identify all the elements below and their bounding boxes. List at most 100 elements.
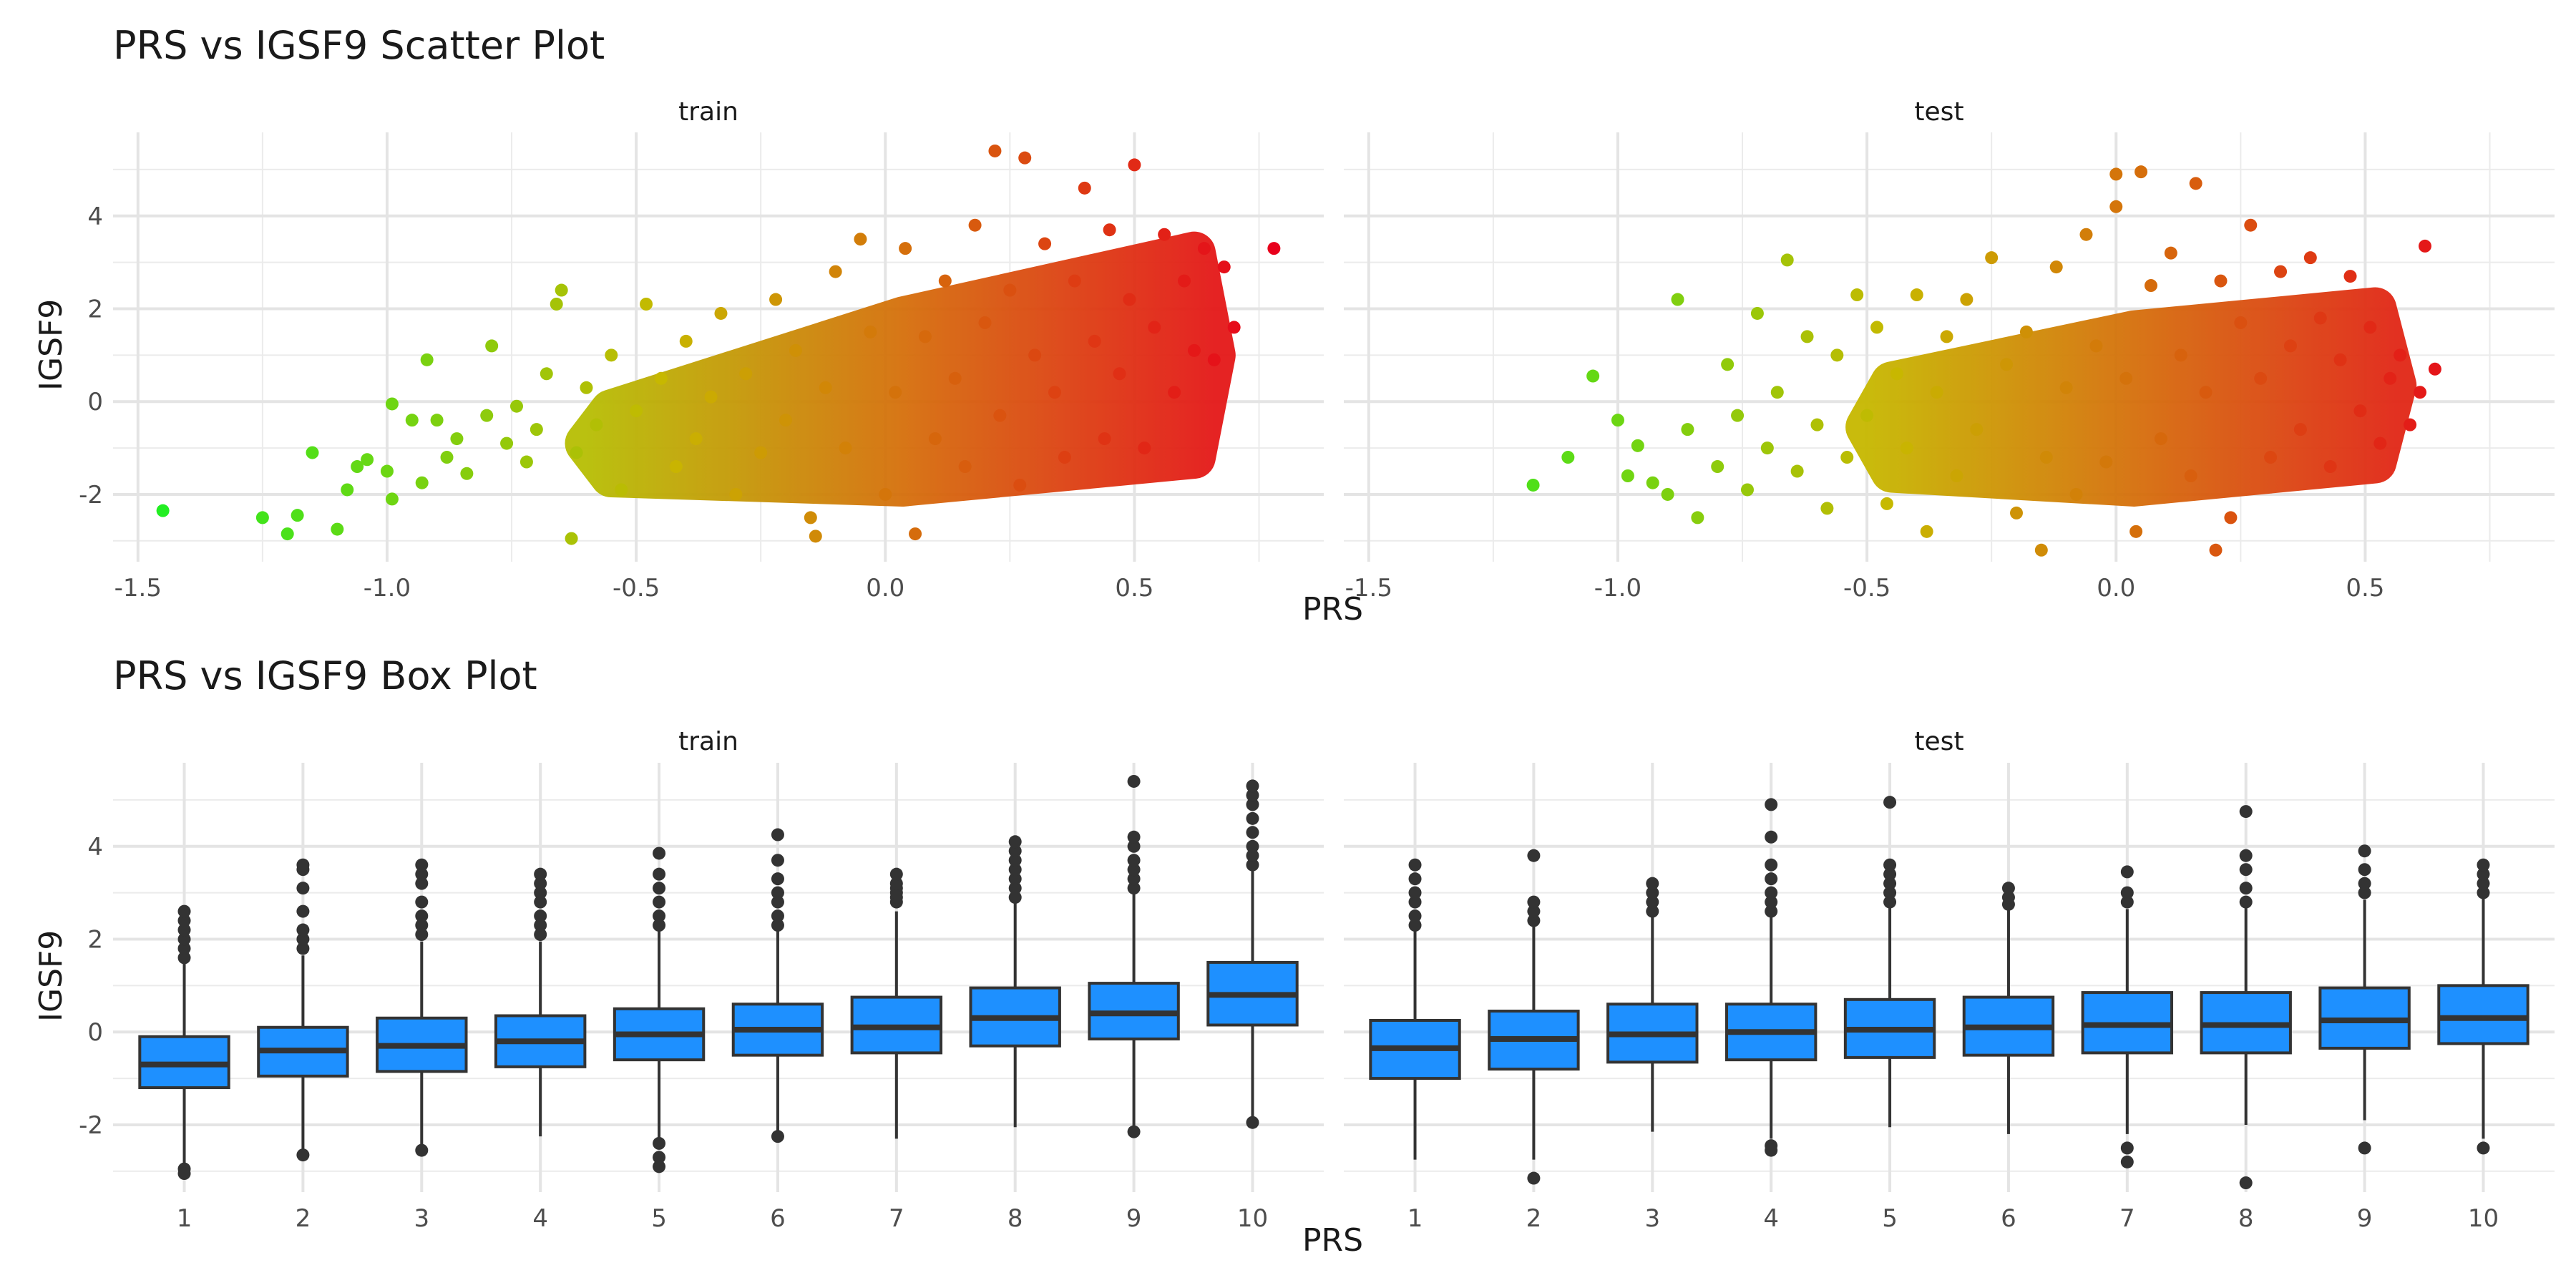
scatter-point	[1770, 386, 1784, 399]
scatter-point	[1586, 369, 1600, 383]
boxplot-x-tick-label: 8	[1008, 1204, 1023, 1233]
boxplot-outlier	[177, 932, 191, 946]
scatter-x-tick-label: 0.0	[2097, 574, 2135, 602]
scatter-point	[510, 399, 523, 413]
scatter-point	[2333, 353, 2347, 366]
boxplot-outlier	[1646, 877, 1659, 890]
scatter-point	[630, 404, 643, 418]
boxplot-outlier	[1246, 798, 1259, 811]
boxplot-y-tick-label: 4	[87, 833, 103, 862]
boxplot-outlier	[177, 904, 191, 918]
boxplot-outlier	[1246, 1116, 1259, 1129]
boxplot-x-tick-label: 5	[1882, 1204, 1898, 1233]
scatter-point	[1103, 223, 1116, 237]
boxplot-outlier	[415, 877, 429, 890]
scatter-point	[415, 476, 429, 489]
boxplot-outlier	[296, 942, 310, 955]
boxplot-outlier	[771, 872, 784, 886]
boxplot-outlier	[415, 1143, 429, 1157]
scatter-point	[1940, 330, 1953, 343]
scatter-point	[500, 436, 514, 450]
scatter-point	[2209, 543, 2223, 557]
boxplot-outlier	[653, 1151, 666, 1164]
boxplot-outlier	[177, 942, 191, 955]
boxplot-outlier	[653, 1160, 666, 1174]
boxplot-x-tick-label: 8	[2238, 1204, 2254, 1233]
boxplot-outlier	[2477, 1141, 2490, 1155]
scatter-title: PRS vs IGSF9 Scatter Plot	[113, 23, 605, 68]
scatter-point	[2135, 165, 2148, 179]
scatter-point	[2274, 265, 2288, 278]
scatter-point	[1800, 330, 1814, 343]
scatter-point	[1013, 478, 1027, 492]
boxplot-outlier	[534, 877, 547, 890]
boxplot-facet-test-label: test	[1914, 727, 1964, 756]
boxplot-box	[2437, 984, 2529, 1045]
scatter-point	[156, 504, 170, 517]
scatter-point	[928, 432, 942, 446]
boxplot-outlier	[771, 895, 784, 909]
boxplot-outlier	[296, 923, 310, 937]
boxplot-outlier	[1883, 886, 1897, 899]
boxplot-outlier	[296, 904, 310, 918]
boxplot-title: PRS vs IGSF9 Box Plot	[113, 653, 537, 698]
scatter-point	[1128, 158, 1141, 172]
scatter-point-cloud	[1845, 287, 2417, 507]
scatter-point	[440, 451, 454, 464]
scatter-point	[1611, 414, 1624, 427]
scatter-point	[2293, 423, 2307, 436]
scatter-point	[485, 339, 499, 353]
scatter-point-cloud	[565, 231, 1236, 507]
scatter-point	[1820, 502, 1834, 515]
boxplot-outlier	[177, 951, 191, 965]
scatter-point	[689, 432, 703, 446]
boxplot-x-tick-label: 1	[1407, 1204, 1423, 1233]
boxplot-outlier	[771, 886, 784, 899]
boxplot-outlier	[296, 1148, 310, 1162]
boxplot-outlier	[1127, 882, 1141, 895]
boxplot-outlier	[1765, 872, 1778, 886]
boxplot-outlier	[534, 867, 547, 881]
scatter-point	[899, 242, 912, 255]
boxplot-outlier	[1127, 774, 1141, 788]
scatter-point	[879, 487, 892, 501]
scatter-point	[1840, 451, 1854, 464]
scatter-point	[1910, 288, 1923, 302]
boxplot-outlier	[1127, 830, 1141, 844]
scatter-point	[2244, 218, 2258, 232]
scatter-point	[854, 233, 867, 246]
scatter-x-axis-label: PRS	[1302, 591, 1364, 628]
boxplot-outlier	[1408, 872, 1422, 886]
scatter-point	[430, 414, 444, 427]
scatter-y-tick-label: 0	[87, 388, 103, 416]
boxplot-x-tick-label: 3	[1644, 1204, 1660, 1233]
scatter-point	[580, 381, 593, 394]
boxplot-outlier	[1883, 895, 1897, 909]
scatter-x-tick-label: 0.5	[1115, 574, 1153, 602]
scatter-point	[2109, 167, 2123, 181]
scatter-point	[2049, 260, 2063, 274]
scatter-point	[460, 467, 474, 480]
boxplot-outlier	[1246, 826, 1259, 839]
scatter-point	[958, 460, 972, 474]
scatter-point	[519, 455, 533, 469]
boxplot-outlier	[2120, 1155, 2134, 1169]
scatter-point	[2069, 487, 2083, 501]
boxplot-outlier	[771, 1130, 784, 1143]
boxplot-outlier	[177, 923, 191, 937]
scatter-point	[1731, 409, 1745, 422]
scatter-point	[450, 432, 464, 446]
scatter-point	[1028, 348, 1042, 362]
scatter-point	[1960, 293, 1974, 306]
boxplot-outlier	[771, 919, 784, 932]
scatter-point	[2384, 371, 2397, 385]
boxplot-outlier	[1246, 839, 1259, 853]
boxplot-outlier	[1127, 839, 1141, 853]
scatter-point	[2214, 274, 2228, 288]
boxplot-x-tick-label: 6	[2001, 1204, 2016, 1233]
boxplot-outlier	[1008, 854, 1022, 867]
scatter-point	[2313, 311, 2327, 325]
scatter-point	[361, 453, 374, 467]
scatter-point	[2373, 436, 2387, 450]
scatter-point	[988, 144, 1002, 157]
